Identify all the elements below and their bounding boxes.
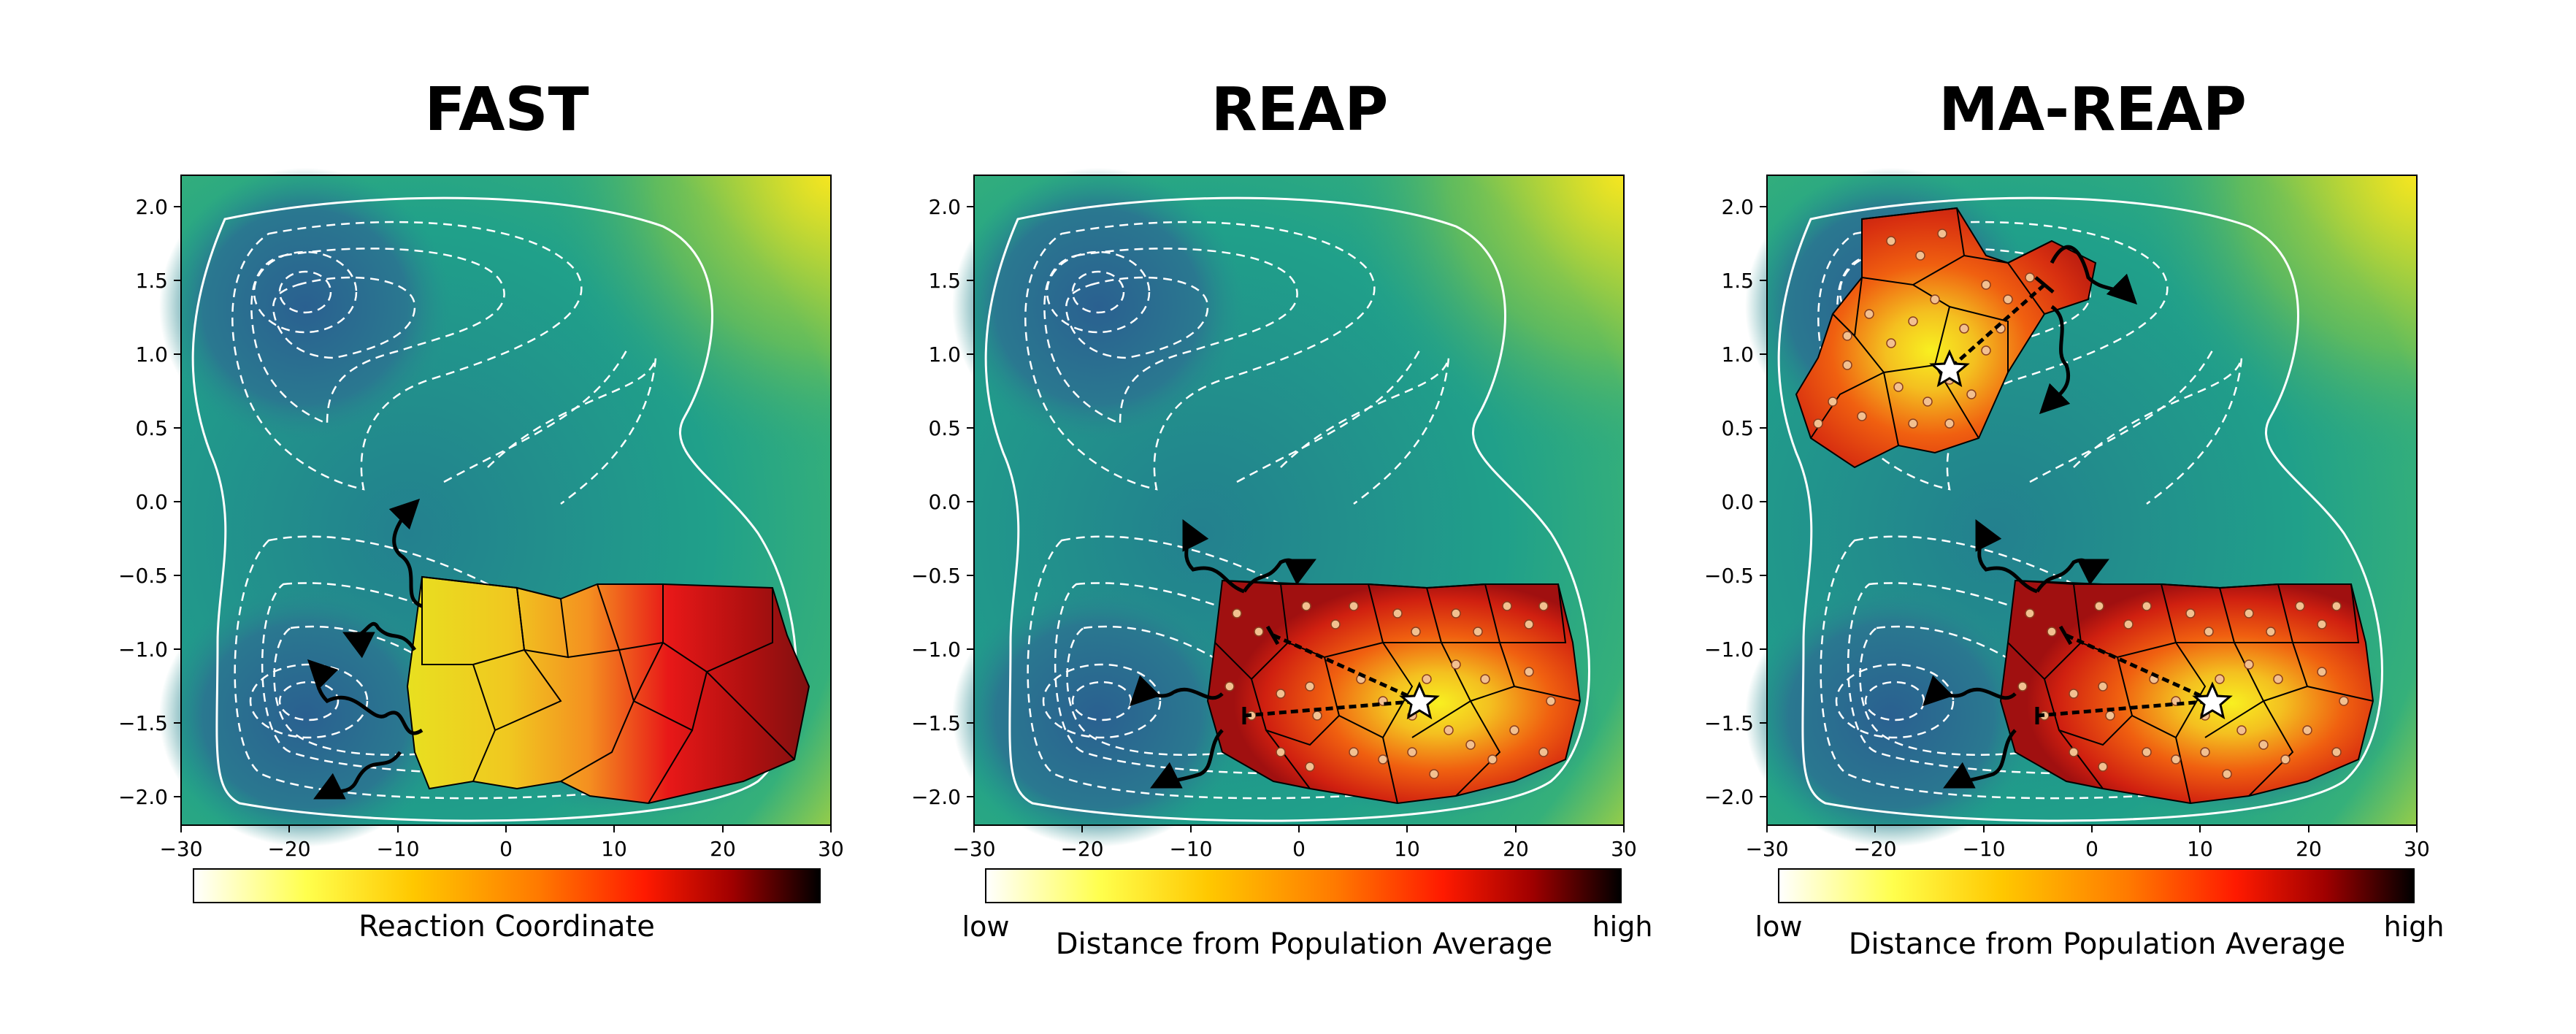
mareap-lower-cluster-states	[1999, 579, 2374, 805]
x-tick-label: 30	[2404, 837, 2430, 861]
x-tick-label: 10	[2187, 837, 2213, 861]
panel-mareap	[1744, 166, 2418, 849]
mareap-y-axis: 2.0 1.5 1.0 0.5 0.0 −0.5 −1.0 −1.5 −2.0	[1704, 195, 1767, 809]
reap-distance-lines	[1243, 633, 1421, 718]
y-tick-label: −0.5	[1704, 564, 1754, 588]
reap-x-axis: −30 −20 −10 0 10 20 30	[952, 825, 1637, 861]
fast-arrows	[307, 498, 423, 800]
panel-title-fast: FAST	[424, 75, 589, 145]
y-tick-label: −1.5	[118, 711, 168, 735]
mareap-colorbar: low high Distance from Population Averag…	[1755, 868, 2445, 961]
mareap-distance-lines	[1948, 283, 2214, 718]
y-tick-label: 1.5	[135, 269, 168, 293]
colorbar-high-label: high	[1592, 911, 1653, 943]
y-tick-label: −0.5	[911, 564, 961, 588]
x-tick-label: −30	[159, 837, 202, 861]
x-tick-label: 20	[710, 837, 736, 861]
population-average-star-icon	[1929, 349, 1970, 388]
x-tick-label: 10	[1394, 837, 1420, 861]
panel-title-mareap: MA-REAP	[1939, 75, 2247, 145]
y-tick-label: 1.0	[928, 342, 961, 367]
y-tick-label: 1.5	[1721, 269, 1754, 293]
y-tick-label: 1.0	[135, 342, 168, 367]
reap-cluster-states	[1206, 579, 1582, 805]
y-tick-label: −1.5	[1704, 711, 1754, 735]
fast-x-axis: −30 −20 −10 0 10 20 30	[159, 825, 844, 861]
y-tick-label: 1.5	[928, 269, 961, 293]
y-tick-label: −1.0	[911, 637, 961, 662]
y-tick-label: −0.5	[118, 564, 168, 588]
x-tick-label: −20	[267, 837, 310, 861]
colorbar-label: Reaction Coordinate	[359, 910, 655, 943]
panel-reap	[951, 166, 1625, 849]
y-tick-label: 0.5	[928, 416, 961, 440]
y-tick-label: 0.0	[928, 490, 961, 514]
reap-arrows	[1129, 519, 1316, 789]
y-tick-label: 2.0	[135, 195, 168, 219]
x-tick-label: −20	[1060, 837, 1103, 861]
y-tick-label: −1.0	[1704, 637, 1754, 662]
panel-title-reap: REAP	[1211, 75, 1389, 145]
mareap-x-axis: −30 −20 −10 0 10 20 30	[1745, 825, 2430, 861]
y-tick-label: −1.0	[118, 637, 168, 662]
panel-fast	[158, 166, 832, 849]
population-average-star-icon	[2192, 681, 2233, 720]
x-tick-label: 0	[1292, 837, 1306, 861]
x-tick-label: 20	[1503, 837, 1529, 861]
x-tick-label: −30	[952, 837, 995, 861]
colorbar-low-label: low	[962, 911, 1010, 943]
fast-cluster-states	[406, 575, 810, 805]
x-tick-label: 10	[601, 837, 627, 861]
y-tick-label: 2.0	[1721, 195, 1754, 219]
y-tick-label: 2.0	[928, 195, 961, 219]
y-tick-label: −2.0	[1704, 785, 1754, 809]
y-tick-label: 0.5	[135, 416, 168, 440]
x-tick-label: −30	[1745, 837, 1788, 861]
reap-y-axis: 2.0 1.5 1.0 0.5 0.0 −0.5 −1.0 −1.5 −2.0	[911, 195, 974, 809]
colorbar-label: Distance from Population Average	[1849, 927, 2346, 961]
x-tick-label: 0	[499, 837, 513, 861]
colorbar-high-label: high	[2384, 911, 2445, 943]
population-average-star-icon	[1399, 681, 1440, 720]
fast-colorbar: Reaction Coordinate	[193, 868, 821, 943]
fast-y-axis: 2.0 1.5 1.0 0.5 0.0 −0.5 −1.0 −1.5 −2.0	[118, 195, 181, 809]
colorbar-label: Distance from Population Average	[1056, 927, 1553, 961]
x-tick-label: 0	[2085, 837, 2098, 861]
y-tick-label: 0.5	[1721, 416, 1754, 440]
y-tick-label: −2.0	[118, 785, 168, 809]
y-tick-label: 0.0	[135, 490, 168, 514]
y-tick-label: 0.0	[1721, 490, 1754, 514]
y-tick-label: −2.0	[911, 785, 961, 809]
colorbar-low-label: low	[1755, 911, 1803, 943]
x-tick-label: −10	[1169, 837, 1212, 861]
x-tick-label: 30	[1611, 837, 1637, 861]
reap-colorbar: low high Distance from Population Averag…	[962, 868, 1653, 961]
x-tick-label: 20	[2296, 837, 2322, 861]
x-tick-label: −10	[376, 837, 419, 861]
y-tick-label: −1.5	[911, 711, 961, 735]
mareap-arrows	[1922, 245, 2138, 789]
x-tick-label: −10	[1962, 837, 2005, 861]
x-tick-label: 30	[818, 837, 844, 861]
y-tick-label: 1.0	[1721, 342, 1754, 367]
x-tick-label: −20	[1853, 837, 1896, 861]
mareap-population-dots	[1813, 229, 2349, 779]
